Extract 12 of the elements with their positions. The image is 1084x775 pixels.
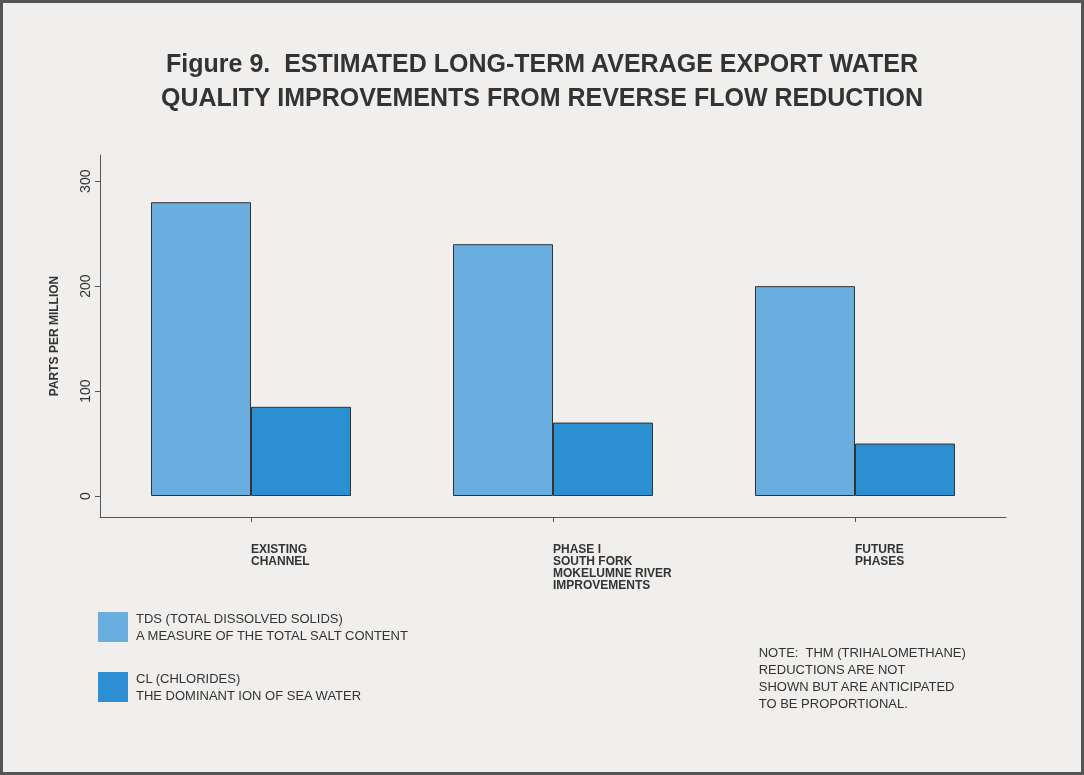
legend-label: CL (CHLORIDES) THE DOMINANT ION OF SEA WATER	[136, 670, 362, 704]
y-tick-label: 100	[77, 379, 93, 403]
legend-label: TDS (TOTAL DISSOLVED SOLIDS) A MEASURE OF THE TOTAL SALT CONTENT	[136, 610, 408, 644]
text: NOTE: THM (TRIHALOMETHANE) REDUCTIONS ARE NOT SHOWN BUT ARE ANTICIPATED TO BE PROPORTIONAL.	[758, 645, 966, 711]
y-axis-title: PARTS PER MILLION	[47, 275, 61, 397]
y-tick-label: 0	[77, 491, 93, 500]
x-tick-label: PHASE I SOUTH FORK MOKELUMNE RIVER IMPROVEMENTS	[553, 542, 672, 592]
chart-title: Figure 9. ESTIMATED LONG-TERM AVERAGE EXPORT WATER QUALITY IMPROVEMENTS FROM REVERSE FLOW REDUCTION	[160, 49, 924, 111]
x-tick-label: FUTURE PHASES	[855, 542, 905, 568]
x-tick-label: EXISTING CHANNEL	[251, 542, 310, 568]
y-tick-label: 300	[77, 169, 93, 193]
y-tick-label: 200	[77, 274, 93, 298]
